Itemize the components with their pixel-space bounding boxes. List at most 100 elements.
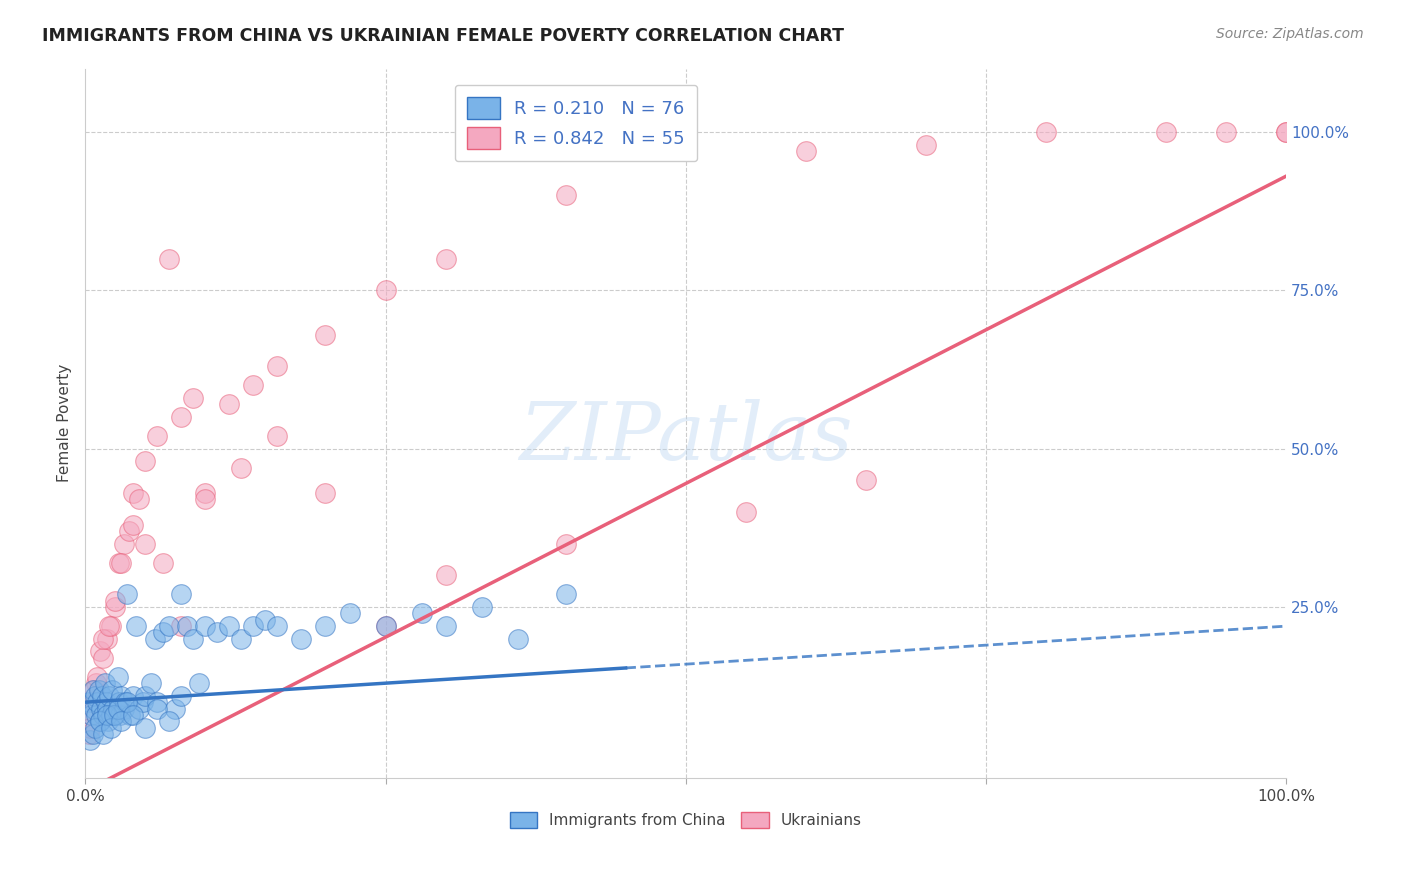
Point (83, 695, 105, 709)
Point (266, 359, 288, 374)
Point (82, 727, 104, 741)
Point (134, 689, 156, 703)
Point (143, 632, 166, 646)
Point (77, 727, 100, 741)
Point (93, 650, 115, 665)
Point (94, 695, 117, 709)
Point (118, 707, 141, 722)
Point (132, 695, 155, 709)
Point (79, 733, 101, 747)
Point (125, 619, 148, 633)
Point (93, 676, 115, 690)
Point (266, 429, 288, 443)
Point (89, 644, 111, 658)
Point (108, 707, 131, 722)
Point (914, 137, 936, 152)
Point (152, 625, 174, 640)
Point (112, 701, 135, 715)
Point (315, 486, 337, 500)
Point (170, 689, 193, 703)
Point (146, 429, 169, 443)
Point (290, 632, 312, 646)
Point (188, 676, 211, 690)
Point (93, 632, 115, 646)
Point (110, 689, 132, 703)
Point (134, 721, 156, 735)
Point (242, 619, 264, 633)
Point (434, 619, 457, 633)
Point (134, 454, 156, 468)
Point (554, 587, 576, 601)
Point (315, 619, 337, 633)
Point (96, 632, 118, 646)
Point (855, 474, 877, 488)
Legend: Immigrants from China, Ukrainians: Immigrants from China, Ukrainians (503, 805, 868, 834)
Point (152, 556, 174, 570)
Point (108, 556, 131, 570)
Point (122, 707, 145, 722)
Point (101, 701, 124, 715)
Point (104, 594, 127, 608)
Point (79, 721, 101, 735)
Point (97, 714, 120, 729)
Point (1215, 125, 1237, 139)
Point (84, 676, 107, 690)
Point (157, 252, 180, 266)
Point (374, 283, 396, 297)
Point (87, 682, 110, 697)
Point (98, 619, 121, 633)
Point (194, 492, 217, 507)
Point (231, 632, 253, 646)
Y-axis label: Female Poverty: Female Poverty (58, 364, 72, 483)
Point (89, 714, 111, 729)
Point (794, 144, 817, 158)
Point (100, 619, 122, 633)
Point (146, 695, 169, 709)
Point (411, 607, 433, 621)
Point (108, 695, 131, 709)
Point (170, 619, 193, 633)
Point (1275, 125, 1298, 139)
Point (80, 707, 103, 722)
Point (734, 505, 756, 519)
Point (101, 682, 124, 697)
Point (82, 682, 104, 697)
Point (176, 619, 198, 633)
Point (91, 689, 114, 703)
Point (170, 587, 193, 601)
Point (84, 689, 107, 703)
Point (103, 707, 125, 722)
Point (83, 701, 105, 715)
Point (122, 689, 145, 703)
Point (96, 707, 118, 722)
Point (98, 689, 121, 703)
Point (554, 537, 576, 551)
Point (90, 701, 112, 715)
Point (339, 607, 361, 621)
Point (157, 714, 180, 729)
Point (93, 707, 115, 722)
Point (117, 695, 139, 709)
Point (242, 378, 264, 392)
Point (194, 619, 217, 633)
Point (77, 695, 100, 709)
Point (86, 695, 108, 709)
Point (207, 625, 229, 640)
Point (471, 600, 494, 615)
Point (170, 410, 193, 425)
Point (374, 619, 396, 633)
Point (104, 707, 127, 722)
Point (117, 587, 139, 601)
Point (675, 144, 697, 158)
Point (84, 707, 107, 722)
Point (194, 486, 217, 500)
Point (218, 397, 240, 411)
Point (100, 707, 122, 722)
Point (315, 327, 337, 342)
Point (1154, 125, 1177, 139)
Point (86, 670, 108, 684)
Point (107, 701, 129, 715)
Point (107, 670, 129, 684)
Point (1035, 125, 1057, 139)
Point (128, 701, 150, 715)
